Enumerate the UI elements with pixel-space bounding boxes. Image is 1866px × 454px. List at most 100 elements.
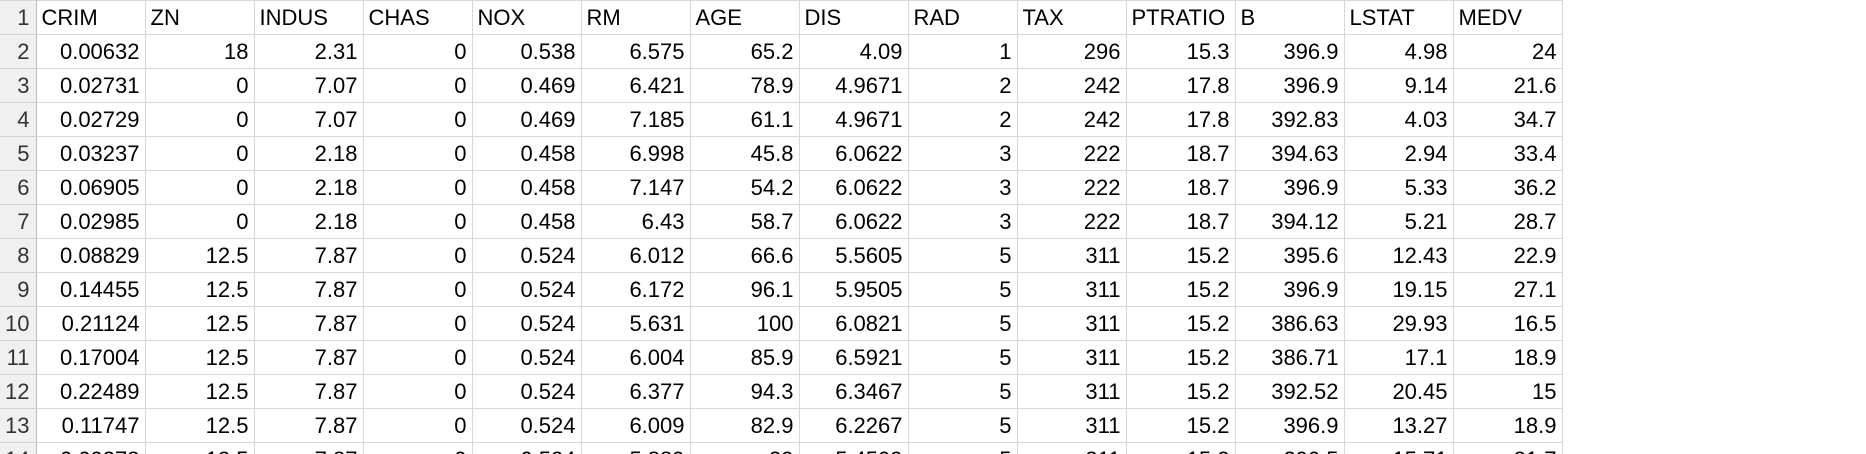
cell[interactable]: 311 [1017,272,1127,307]
cell[interactable]: 311 [1017,306,1127,341]
cell[interactable]: 29.93 [1344,306,1454,341]
cell[interactable]: 85.9 [690,340,800,375]
cell[interactable]: 2 [908,102,1018,137]
cell[interactable]: 6.0821 [799,306,909,341]
cell[interactable]: 22.9 [1453,238,1563,273]
cell[interactable]: 0 [363,170,473,205]
cell[interactable]: 15.2 [1126,340,1236,375]
header-cell-tax[interactable]: TAX [1017,0,1127,35]
cell[interactable]: 82.9 [690,408,800,443]
row-number[interactable]: 11 [0,340,37,375]
cell[interactable]: 5 [908,374,1018,409]
cell[interactable]: 0 [363,204,473,239]
cell[interactable]: 24 [1453,34,1563,69]
cell[interactable]: 0 [145,136,255,171]
cell[interactable]: 15.2 [1126,442,1236,454]
cell[interactable]: 19.15 [1344,272,1454,307]
cell[interactable]: 0 [363,102,473,137]
row-number[interactable]: 8 [0,238,37,273]
row-number[interactable]: 14 [0,442,37,454]
cell[interactable]: 0.02731 [36,68,146,103]
row-number[interactable]: 13 [0,408,37,443]
cell[interactable]: 15.2 [1126,374,1236,409]
cell[interactable]: 0 [363,408,473,443]
cell[interactable]: 4.09 [799,34,909,69]
cell[interactable]: 18.7 [1126,170,1236,205]
cell[interactable]: 394.12 [1235,204,1345,239]
cell[interactable]: 12.5 [145,272,255,307]
cell[interactable]: 7.185 [581,102,691,137]
cell[interactable]: 6.004 [581,340,691,375]
header-cell-medv[interactable]: MEDV [1453,0,1563,35]
cell[interactable]: 0 [363,442,473,454]
cell[interactable]: 311 [1017,408,1127,443]
cell[interactable]: 7.07 [254,102,364,137]
cell[interactable]: 16.5 [1453,306,1563,341]
cell[interactable]: 18.9 [1453,408,1563,443]
cell[interactable]: 9.14 [1344,68,1454,103]
header-cell-nox[interactable]: NOX [472,0,582,35]
cell[interactable]: 0.469 [472,68,582,103]
cell[interactable]: 6.43 [581,204,691,239]
cell[interactable]: 13.27 [1344,408,1454,443]
cell[interactable]: 242 [1017,102,1127,137]
cell[interactable]: 0 [145,170,255,205]
cell[interactable]: 34.7 [1453,102,1563,137]
cell[interactable]: 311 [1017,340,1127,375]
cell[interactable]: 15.2 [1126,306,1236,341]
cell[interactable]: 2.18 [254,170,364,205]
cell[interactable]: 222 [1017,136,1127,171]
cell[interactable]: 5 [908,408,1018,443]
cell[interactable]: 386.71 [1235,340,1345,375]
cell[interactable]: 0.02985 [36,204,146,239]
cell[interactable]: 5 [908,442,1018,454]
cell[interactable]: 18.7 [1126,204,1236,239]
cell[interactable]: 0 [363,68,473,103]
cell[interactable]: 5.5605 [799,238,909,273]
cell[interactable]: 1 [908,34,1018,69]
cell[interactable]: 18.7 [1126,136,1236,171]
cell[interactable]: 0.00632 [36,34,146,69]
cell[interactable]: 33.4 [1453,136,1563,171]
cell[interactable]: 5 [908,340,1018,375]
cell[interactable]: 6.3467 [799,374,909,409]
cell[interactable]: 0 [363,34,473,69]
cell[interactable]: 6.575 [581,34,691,69]
cell[interactable]: 386.63 [1235,306,1345,341]
cell[interactable]: 5.9505 [799,272,909,307]
cell[interactable]: 5 [908,272,1018,307]
cell[interactable]: 396.9 [1235,34,1345,69]
cell[interactable]: 15.2 [1126,408,1236,443]
cell[interactable]: 65.2 [690,34,800,69]
cell[interactable]: 0 [363,340,473,375]
row-number[interactable]: 1 [0,0,37,35]
cell[interactable]: 3 [908,170,1018,205]
cell[interactable]: 12.5 [145,306,255,341]
cell[interactable]: 2.94 [1344,136,1454,171]
cell[interactable]: 0.06905 [36,170,146,205]
cell[interactable]: 396.9 [1235,170,1345,205]
cell[interactable]: 0.458 [472,204,582,239]
cell[interactable]: 7.87 [254,374,364,409]
cell[interactable]: 12.5 [145,408,255,443]
cell[interactable]: 61.1 [690,102,800,137]
cell[interactable]: 7.87 [254,238,364,273]
row-number[interactable]: 4 [0,102,37,137]
row-number[interactable]: 2 [0,34,37,69]
cell[interactable]: 0 [363,374,473,409]
cell[interactable]: 96.1 [690,272,800,307]
header-cell-indus[interactable]: INDUS [254,0,364,35]
cell[interactable]: 4.9671 [799,68,909,103]
cell[interactable]: 2.18 [254,136,364,171]
cell[interactable]: 0.524 [472,272,582,307]
cell[interactable]: 27.1 [1453,272,1563,307]
cell[interactable]: 94.3 [690,374,800,409]
cell[interactable]: 6.377 [581,374,691,409]
cell[interactable]: 222 [1017,204,1127,239]
cell[interactable]: 0 [145,68,255,103]
cell[interactable]: 7.147 [581,170,691,205]
header-cell-lstat[interactable]: LSTAT [1344,0,1454,35]
cell[interactable]: 12.43 [1344,238,1454,273]
row-number[interactable]: 6 [0,170,37,205]
cell[interactable]: 390.5 [1235,442,1345,454]
